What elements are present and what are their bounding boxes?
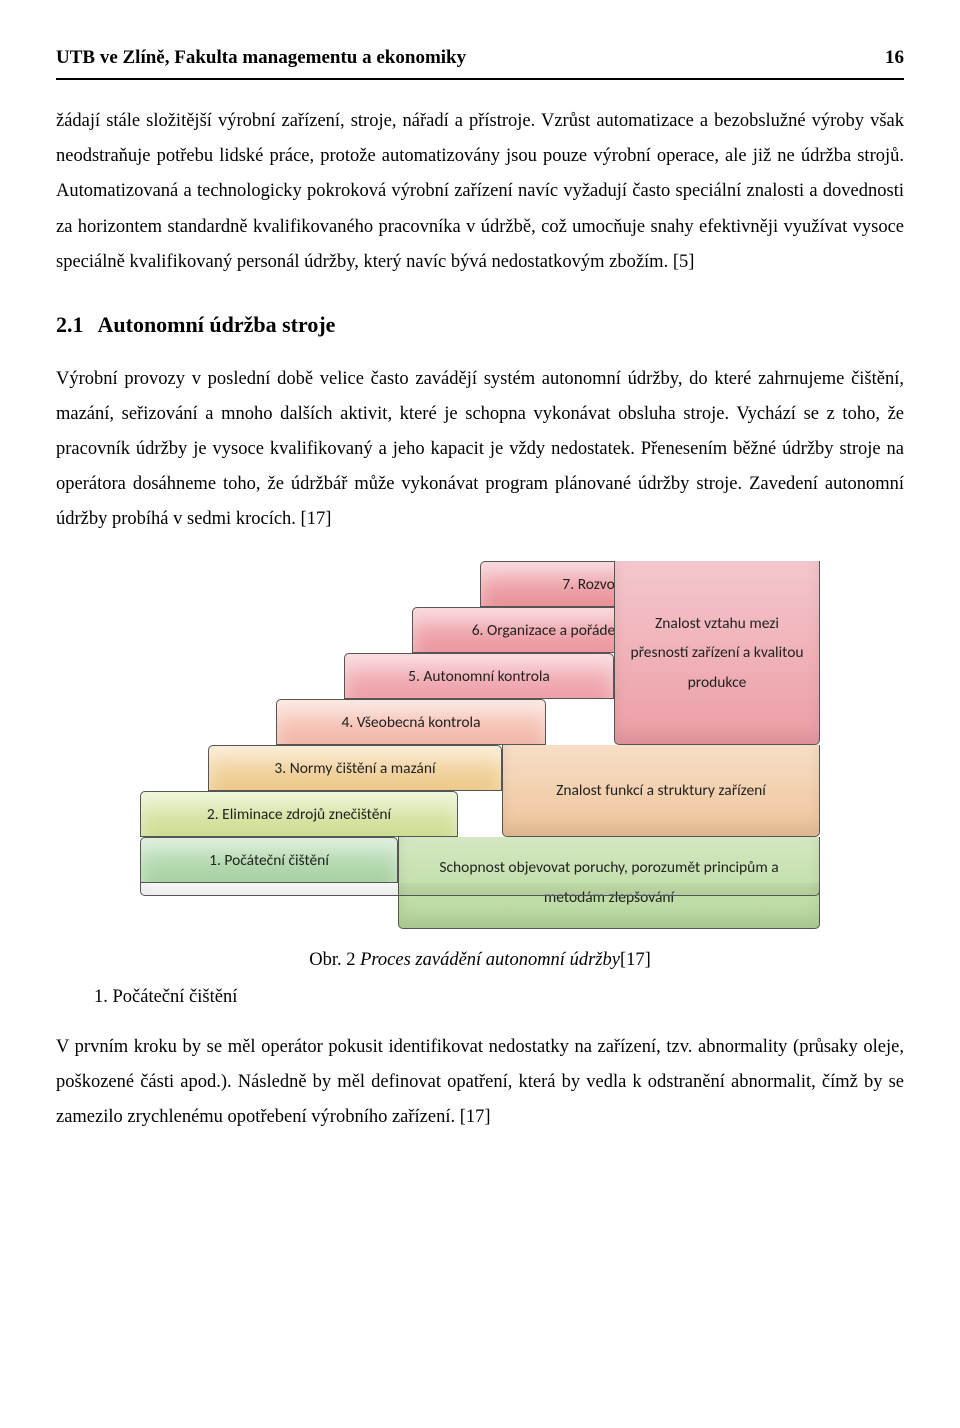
- stair-step-1: 1. Počáteční čištění: [140, 837, 398, 883]
- section-title: Autonomní údržba stroje: [98, 312, 336, 337]
- header-left: UTB ve Zlíně, Fakulta managementu a ekon…: [56, 40, 466, 76]
- section-number: 2.1: [56, 312, 84, 337]
- figure-caption-title: Proces zavádění autonomní údržby: [360, 950, 620, 970]
- figure-caption: Obr. 2 Proces zavádění autonomní údržby[…: [56, 943, 904, 978]
- figure-caption-ref: [17]: [620, 950, 651, 970]
- figure-caption-prefix: Obr. 2: [309, 950, 360, 970]
- paragraph-section-body: Výrobní provozy v poslední době velice č…: [56, 362, 904, 538]
- stair-floor-label: Znalost funkcí a struktury zařízení: [502, 745, 820, 837]
- paragraph-step1: V prvním kroku by se měl operátor pokusi…: [56, 1030, 904, 1135]
- stair-step-5: 5. Autonomní kontrola: [344, 653, 614, 699]
- page-header: UTB ve Zlíně, Fakulta managementu a ekon…: [56, 40, 904, 80]
- header-page-number: 16: [885, 40, 904, 76]
- ordered-list-item-1: 1. Počáteční čištění: [94, 980, 904, 1015]
- stair-step-2: 2. Eliminace zdrojů znečištění: [140, 791, 458, 837]
- stair-floor-label: Znalost vztahu mezi přesností zařízení a…: [614, 561, 820, 745]
- stair-step-4: 4. Všeobecná kontrola: [276, 699, 546, 745]
- section-heading: 2.1 Autonomní údržba stroje: [56, 304, 904, 346]
- stair-base: [140, 883, 820, 896]
- stair-step-3: 3. Normy čištění a mazání: [208, 745, 502, 791]
- figure-staircase: 7. Rozvoj autonomní údržby6. Organizace …: [140, 561, 820, 929]
- paragraph-intro: žádají stále složitější výrobní zařízení…: [56, 104, 904, 280]
